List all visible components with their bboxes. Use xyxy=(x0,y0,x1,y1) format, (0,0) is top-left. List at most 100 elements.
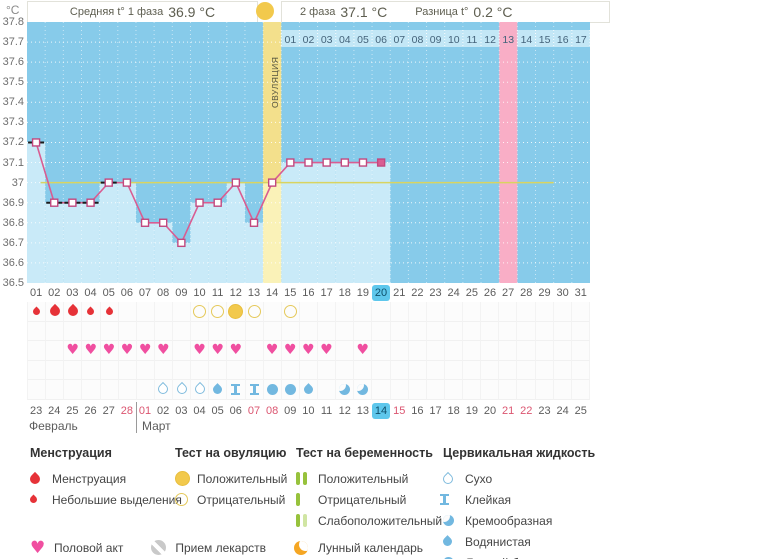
event-cell[interactable] xyxy=(136,321,155,341)
event-cell[interactable] xyxy=(27,302,47,322)
event-cell[interactable]: ♥ xyxy=(191,341,210,361)
calendar-date-25[interactable]: 25 xyxy=(574,405,587,417)
event-cell[interactable] xyxy=(64,380,83,400)
event-cell[interactable] xyxy=(426,302,445,322)
cycle-day-12[interactable]: 12 xyxy=(229,287,242,299)
event-cell[interactable] xyxy=(27,341,47,361)
cycle-day-07[interactable]: 07 xyxy=(138,287,152,299)
calendar-date-16[interactable]: 16 xyxy=(411,405,424,417)
event-cell[interactable] xyxy=(499,341,518,361)
calendar-date-20[interactable]: 20 xyxy=(483,405,497,417)
cycle-day-01[interactable]: 01 xyxy=(29,287,43,299)
event-cell[interactable] xyxy=(64,302,83,322)
event-cell[interactable] xyxy=(499,302,518,322)
cycle-day-10[interactable]: 10 xyxy=(193,287,206,299)
event-cell[interactable] xyxy=(281,302,300,322)
event-cell[interactable] xyxy=(263,380,282,400)
event-cell[interactable]: ♥ xyxy=(299,341,318,361)
cycle-day-09[interactable]: 09 xyxy=(175,287,188,299)
calendar-date-09[interactable]: 09 xyxy=(284,405,297,417)
event-cell[interactable]: ♥ xyxy=(281,341,300,361)
event-cell[interactable] xyxy=(426,321,445,341)
calendar-date-02[interactable]: 02 xyxy=(157,405,170,417)
event-cell[interactable] xyxy=(136,302,155,322)
calendar-date-18[interactable]: 18 xyxy=(447,405,460,417)
event-cell[interactable] xyxy=(408,341,427,361)
event-cell[interactable] xyxy=(209,360,228,380)
event-cell[interactable] xyxy=(154,380,173,400)
event-cell[interactable] xyxy=(553,321,572,341)
event-cell[interactable] xyxy=(227,302,246,322)
calendar-date-19[interactable]: 19 xyxy=(465,405,478,417)
event-cell[interactable] xyxy=(426,360,445,380)
cycle-day-15[interactable]: 15 xyxy=(284,287,297,299)
chart-plot[interactable]: 01 02 03 04 05 06 07 08 09 10 11 12 13 14 15 16 17 ОВУЛЯЦ… xyxy=(27,22,591,283)
event-cell[interactable] xyxy=(444,341,463,361)
event-cell[interactable] xyxy=(481,302,500,322)
event-cell[interactable] xyxy=(299,321,318,341)
cycle-day-02[interactable]: 02 xyxy=(48,287,61,299)
calendar-date-07[interactable]: 07 xyxy=(247,405,261,417)
calendar-date-05[interactable]: 05 xyxy=(211,405,224,417)
event-cell[interactable] xyxy=(191,380,210,400)
event-cell[interactable] xyxy=(173,321,192,341)
event-cell[interactable] xyxy=(299,380,318,400)
calendar-date-17[interactable]: 17 xyxy=(429,405,442,417)
cycle-day-24[interactable]: 24 xyxy=(447,287,460,299)
calendar-date-22[interactable]: 22 xyxy=(520,405,533,417)
event-cell[interactable] xyxy=(209,321,228,341)
event-cell[interactable] xyxy=(408,302,427,322)
event-cell[interactable] xyxy=(463,380,482,400)
cycle-day-06[interactable]: 06 xyxy=(120,287,133,299)
event-cell[interactable] xyxy=(173,341,192,361)
event-cell[interactable] xyxy=(245,302,264,322)
event-cell[interactable] xyxy=(372,360,391,380)
event-cell[interactable] xyxy=(299,302,318,322)
event-cell[interactable] xyxy=(154,360,173,380)
event-cell[interactable] xyxy=(227,321,246,341)
event-cell[interactable] xyxy=(517,321,536,341)
event-cell[interactable] xyxy=(390,341,409,361)
event-cell[interactable] xyxy=(46,341,65,361)
event-cell[interactable] xyxy=(372,302,391,322)
event-cell[interactable] xyxy=(481,321,500,341)
cycle-day-23[interactable]: 23 xyxy=(429,287,442,299)
event-cell[interactable] xyxy=(354,321,373,341)
event-cell[interactable] xyxy=(426,380,445,400)
calendar-date-14[interactable]: 14 xyxy=(371,403,391,419)
cycle-day-16[interactable]: 16 xyxy=(302,287,315,299)
cycle-day-08[interactable]: 08 xyxy=(157,287,170,299)
event-cell[interactable] xyxy=(100,360,119,380)
calendar-date-11[interactable]: 11 xyxy=(320,405,333,417)
event-cell[interactable] xyxy=(571,302,590,322)
event-cell[interactable] xyxy=(571,380,590,400)
event-cell[interactable] xyxy=(64,321,83,341)
event-cell[interactable] xyxy=(27,380,47,400)
cycle-day-27[interactable]: 27 xyxy=(502,287,515,299)
event-cell[interactable] xyxy=(263,321,282,341)
event-cell[interactable] xyxy=(390,380,409,400)
event-cell[interactable]: ♥ xyxy=(100,341,119,361)
event-cell[interactable]: ♥ xyxy=(136,341,155,361)
event-cell[interactable] xyxy=(118,321,137,341)
event-cell[interactable] xyxy=(27,360,47,380)
event-cell[interactable] xyxy=(118,360,137,380)
event-cell[interactable] xyxy=(499,360,518,380)
event-cell[interactable] xyxy=(173,302,192,322)
event-cell[interactable] xyxy=(263,360,282,380)
event-cell[interactable] xyxy=(154,321,173,341)
event-cell[interactable] xyxy=(46,321,65,341)
event-cell[interactable]: ♥ xyxy=(154,341,173,361)
cycle-day-26[interactable]: 26 xyxy=(483,287,497,299)
event-cell[interactable] xyxy=(481,341,500,361)
event-cell[interactable] xyxy=(191,321,210,341)
event-cell[interactable] xyxy=(281,321,300,341)
event-cell[interactable] xyxy=(100,321,119,341)
event-cell[interactable] xyxy=(426,341,445,361)
cycle-day-20[interactable]: 20 xyxy=(371,285,391,301)
event-cell[interactable] xyxy=(209,302,228,322)
event-cell[interactable] xyxy=(227,380,246,400)
event-cell[interactable] xyxy=(136,380,155,400)
event-cell[interactable] xyxy=(481,360,500,380)
calendar-date-24[interactable]: 24 xyxy=(48,405,61,417)
